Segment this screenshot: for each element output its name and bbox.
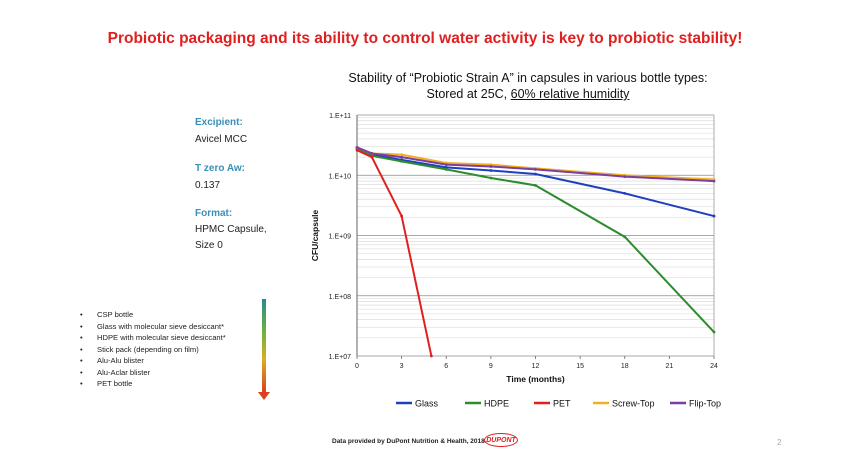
list-item: HDPE with molecular sieve desiccant* (80, 332, 226, 344)
series-line-hdpe (356, 147, 715, 333)
x-tick-label: 9 (489, 363, 493, 370)
legend-label-flip-top: Flip-Top (689, 399, 721, 409)
list-item: PET bottle (80, 378, 226, 390)
data-point-hdpe (489, 176, 493, 180)
chart-title-humidity: 60% relative humidity (510, 87, 630, 101)
list-item: Alu-Aclar blister (80, 367, 226, 379)
list-item: Glass with molecular sieve desiccant* (80, 321, 226, 333)
excipient-value: Avicel MCC (195, 134, 248, 145)
legend-label-hdpe: HDPE (484, 399, 509, 409)
format-value-2: Size 0 (195, 240, 223, 251)
x-tick-label: 18 (621, 363, 629, 370)
y-tick-label: 1.E+09 (329, 234, 351, 241)
legend-label-pet: PET (553, 399, 571, 409)
data-point-glass (444, 165, 448, 169)
data-point-hdpe (623, 235, 627, 239)
excipient-label: Excipient: (195, 117, 243, 128)
aw-label: T zero Aw: (195, 163, 246, 174)
chart-title-line1: Stability of “Probiotic Strain A” in cap… (348, 71, 708, 85)
data-point-pet (355, 148, 359, 152)
aw-value: 0.137 (195, 180, 221, 191)
data-point-hdpe (400, 159, 404, 163)
data-point-flip-top (712, 179, 716, 183)
y-tick-label: 1.E+11 (329, 113, 351, 120)
data-point-flip-top (489, 165, 493, 168)
chart-title: Stability of “Probiotic Strain A” in cap… (318, 70, 738, 102)
series-line-flip-top (356, 146, 715, 183)
legend-label-glass: Glass (415, 399, 439, 409)
packaging-list: CSP bottle Glass with molecular sieve de… (80, 309, 226, 390)
list-item: Stick pack (depending on film) (80, 344, 226, 356)
data-point-screw-top (400, 153, 404, 157)
chart-title-storage: Stored at 25C, (426, 87, 511, 101)
series-line-pet (356, 149, 433, 356)
data-point-flip-top (400, 155, 404, 159)
y-tick-label: 1.E+10 (329, 173, 351, 180)
y-axis-title: CFU/capsule (310, 209, 320, 261)
data-source-note: Data provided by DuPont Nutrition & Heal… (332, 438, 487, 445)
data-point-pet (400, 214, 404, 218)
x-tick-label: 0 (355, 363, 359, 370)
legend-label-screw-top: Screw-Top (612, 399, 655, 409)
x-tick-label: 3 (400, 363, 404, 370)
x-tick-label: 24 (710, 363, 718, 370)
plot-area: 1.E+07 1.E+08 1.E+09 1.E+10 1.E+11 0 3 6 9 12 15 18… (310, 113, 721, 409)
data-point-pet (429, 354, 433, 358)
data-point-hdpe (444, 168, 448, 171)
dupont-logo: DUPONT (484, 433, 518, 447)
data-point-hdpe (534, 183, 537, 187)
list-item: Alu-Alu blister (80, 355, 226, 367)
y-tick-label: 1.E+08 (329, 294, 351, 301)
page-number: 2 (777, 438, 782, 447)
data-point-flip-top (534, 168, 537, 171)
format-value-1: HPMC Capsule, (195, 224, 267, 235)
data-point-flip-top (370, 152, 374, 155)
x-tick-label: 6 (444, 363, 448, 370)
data-point-pet (370, 155, 374, 159)
x-tick-label: 21 (665, 363, 673, 370)
format-label: Format: (195, 208, 233, 219)
series-line-glass (356, 147, 715, 218)
data-point-glass (489, 169, 493, 172)
x-tick-label: 15 (576, 363, 584, 370)
chart-title-line2: Stored at 25C, 60% relative humidity (318, 86, 738, 102)
slide-title: Probiotic packaging and its ability to c… (107, 30, 743, 47)
data-point-flip-top (623, 175, 627, 178)
gradient-arrow (258, 299, 270, 400)
y-tick-label: 1.E+07 (329, 354, 351, 361)
data-point-flip-top (444, 163, 448, 167)
data-point-glass (623, 191, 627, 195)
data-point-flip-top (355, 145, 359, 149)
x-axis-title: Time (months) (506, 374, 565, 384)
x-tick-label: 12 (532, 363, 540, 370)
list-item: CSP bottle (80, 309, 226, 321)
data-point-glass (534, 172, 537, 176)
data-point-hdpe (712, 330, 716, 334)
data-point-glass (712, 214, 716, 218)
